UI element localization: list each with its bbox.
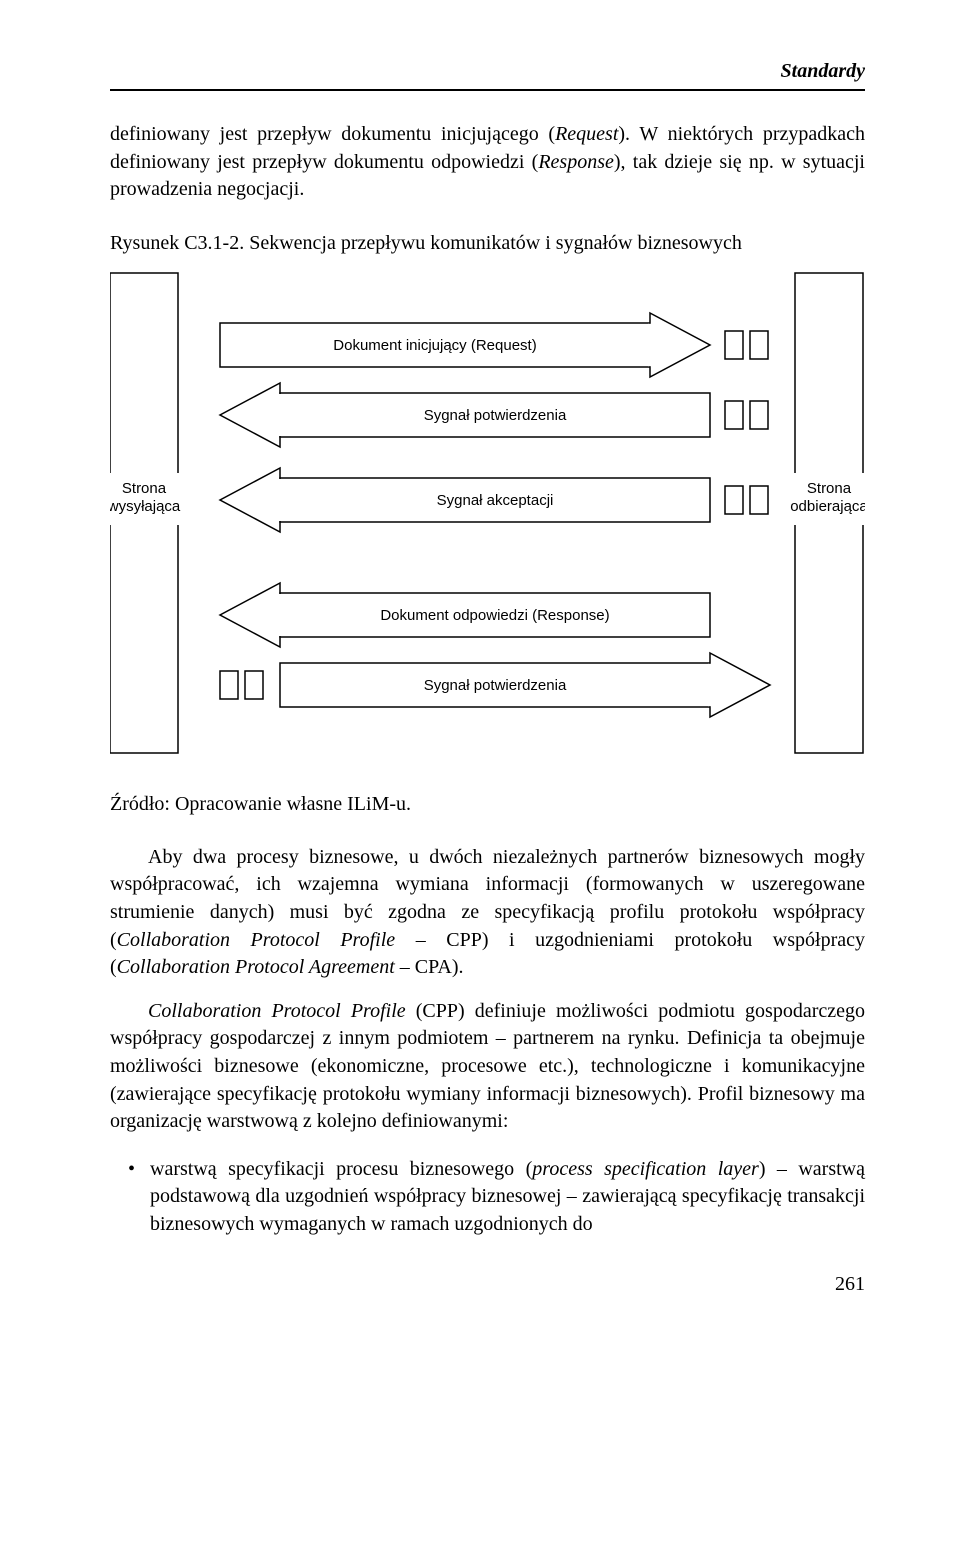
list-item: warstwą specyfikacji procesu biznesowego… [132,1156,865,1239]
svg-text:Sygnał potwierdzenia: Sygnał potwierdzenia [424,407,567,424]
sender-label: Strona [122,480,167,497]
sender-label: wysyłająca [110,498,181,515]
arrow-request: Dokument inicjujący (Request) [220,313,710,377]
svg-text:Sygnał potwierdzenia: Sygnał potwierdzenia [424,677,567,694]
tick-box [725,486,743,514]
running-header: Standardy [110,60,865,83]
arrow-accept: Sygnał akceptacji [220,468,710,532]
svg-text:Dokument inicjujący (Request): Dokument inicjujący (Request) [333,337,536,354]
paragraph-2: Collaboration Protocol Profile (CPP) def… [110,998,865,1136]
tick-box [245,671,263,699]
header-rule [110,89,865,91]
tick-box [750,331,768,359]
arrow-response: Dokument odpowiedzi (Response) [220,583,710,647]
page-number: 261 [110,1273,865,1296]
page: Standardy definiowany jest przepływ doku… [0,0,960,1336]
receiver-label: odbierająca [790,498,865,515]
paragraph-1: Aby dwa procesy biznesowe, u dwóch nieza… [110,844,865,982]
tick-box [725,401,743,429]
receiver-label: Strona [807,480,852,497]
tick-box [750,486,768,514]
arrow-confirm-1: Sygnał potwierdzenia [220,383,710,447]
figure-source: Źródło: Opracowanie własne ILiM-u. [110,793,865,816]
intro-paragraph: definiowany jest przepływ dokumentu inic… [110,121,865,204]
tick-box [750,401,768,429]
sequence-diagram: Dokument inicjujący (Request) Sygnał pot… [110,263,865,783]
svg-text:Dokument odpowiedzi (Response): Dokument odpowiedzi (Response) [380,607,609,624]
arrow-confirm-2: Sygnał potwierdzenia [280,653,770,717]
tick-box [220,671,238,699]
tick-box [725,331,743,359]
figure-caption: Rysunek C3.1-2. Sekwencja przepływu komu… [110,232,865,255]
svg-text:Sygnał akceptacji: Sygnał akceptacji [437,492,554,509]
bullet-list: warstwą specyfikacji procesu biznesowego… [110,1156,865,1239]
